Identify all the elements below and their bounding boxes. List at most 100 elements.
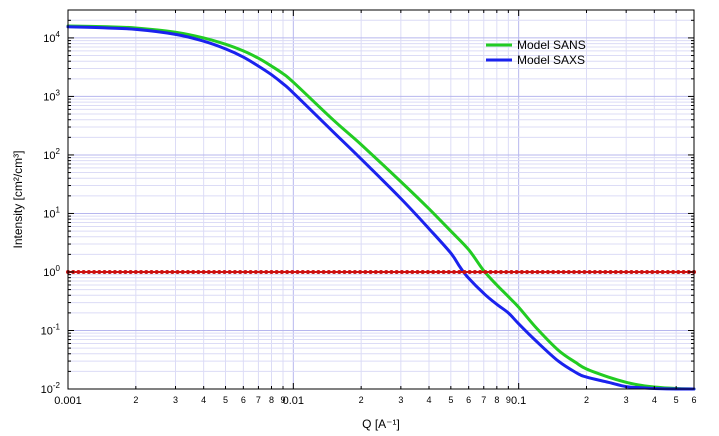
x-minor-label: 2: [133, 395, 138, 405]
reference-marker: [285, 269, 290, 274]
reference-marker: [540, 269, 545, 274]
reference-marker: [217, 269, 222, 274]
reference-marker: [238, 269, 243, 274]
x-minor-label: 2: [359, 395, 364, 405]
reference-marker: [358, 269, 363, 274]
reference-marker: [175, 269, 180, 274]
y-axis-title: Intensity [cm²/cm³]: [11, 150, 25, 248]
reference-marker: [373, 269, 378, 274]
reference-marker: [337, 269, 342, 274]
legend: Model SANS Model SAXS: [486, 38, 586, 67]
reference-marker: [253, 269, 258, 274]
reference-marker: [259, 269, 264, 274]
reference-marker: [577, 269, 582, 274]
reference-marker: [650, 269, 655, 274]
reference-marker: [92, 269, 97, 274]
x-axis-title: Q [A⁻¹]: [362, 417, 400, 431]
x-minor-label: 4: [652, 395, 657, 405]
reference-marker: [634, 269, 639, 274]
reference-marker: [352, 269, 357, 274]
x-minor-label: 6: [466, 395, 471, 405]
reference-marker: [86, 269, 91, 274]
reference-marker: [452, 269, 457, 274]
x-major-label: 0.1: [511, 395, 526, 407]
reference-marker: [191, 269, 196, 274]
x-minor-label: 8: [269, 395, 274, 405]
reference-marker: [76, 269, 81, 274]
reference-marker: [415, 269, 420, 274]
reference-marker: [107, 269, 112, 274]
reference-marker: [165, 269, 170, 274]
reference-marker: [639, 269, 644, 274]
reference-marker: [618, 269, 623, 274]
plot-area: [66, 24, 696, 391]
x-minor-label: 3: [624, 395, 629, 405]
grid: [67, 9, 695, 390]
reference-marker: [232, 269, 237, 274]
reference-marker: [321, 269, 326, 274]
reference-marker: [498, 269, 503, 274]
reference-marker: [206, 269, 211, 274]
reference-marker: [488, 269, 493, 274]
reference-marker: [332, 269, 337, 274]
x-minor-label: 9: [281, 395, 286, 405]
reference-marker: [608, 269, 613, 274]
x-minor-label: 5: [448, 395, 453, 405]
reference-marker: [274, 269, 279, 274]
reference-marker: [342, 269, 347, 274]
reference-marker: [139, 269, 144, 274]
tick-labels: 0.001 0.01 0.12 3 4 5 6 7 8 9 2 3 4 5 6 7 8 9 2 3 4 5 610-210-…: [41, 30, 697, 407]
x-minor-label: 5: [223, 395, 228, 405]
reference-marker: [410, 269, 415, 274]
reference-marker: [269, 269, 274, 274]
reference-marker: [509, 269, 514, 274]
reference-marker: [660, 269, 665, 274]
reference-marker: [629, 269, 634, 274]
reference-marker: [525, 269, 530, 274]
reference-marker: [457, 269, 462, 274]
plot-frame: [67, 9, 695, 390]
reference-marker: [149, 269, 154, 274]
reference-marker: [185, 269, 190, 274]
reference-marker: [128, 269, 133, 274]
reference-marker: [535, 269, 540, 274]
reference-marker: [279, 269, 284, 274]
x-major-label: 0.01: [283, 395, 304, 407]
reference-marker: [347, 269, 352, 274]
legend-label-sans: Model SANS: [517, 38, 586, 52]
x-major-label: 0.001: [54, 395, 82, 407]
reference-marker: [394, 269, 399, 274]
x-minor-label: 4: [426, 395, 431, 405]
x-minor-label: 3: [173, 395, 178, 405]
reference-marker: [462, 269, 467, 274]
x-minor-label: 2: [584, 395, 589, 405]
reference-marker: [118, 269, 123, 274]
reference-marker: [379, 269, 383, 274]
reference-marker: [446, 269, 451, 274]
x-minor-label: 3: [398, 395, 403, 405]
reference-marker: [598, 269, 603, 274]
reference-marker: [436, 269, 441, 274]
reference-marker: [603, 269, 608, 274]
series-line-sans: [66, 24, 696, 391]
reference-marker: [305, 269, 310, 274]
reference-marker: [587, 269, 592, 274]
reference-marker: [227, 269, 232, 274]
reference-marker: [665, 269, 670, 274]
series-line-saxs: [66, 25, 696, 391]
reference-marker: [212, 269, 217, 274]
reference-marker: [645, 269, 650, 274]
reference-marker: [624, 269, 629, 274]
reference-marker: [530, 269, 535, 274]
reference-marker: [655, 269, 660, 274]
y-major-label: 104: [43, 30, 60, 45]
reference-marker: [123, 269, 128, 274]
x-minor-label: 5: [674, 395, 679, 405]
reference-marker: [180, 269, 185, 274]
reference-marker: [97, 269, 102, 274]
reference-marker: [472, 269, 477, 274]
reference-marker: [431, 269, 436, 274]
reference-marker: [368, 269, 373, 274]
reference-marker: [326, 269, 331, 274]
